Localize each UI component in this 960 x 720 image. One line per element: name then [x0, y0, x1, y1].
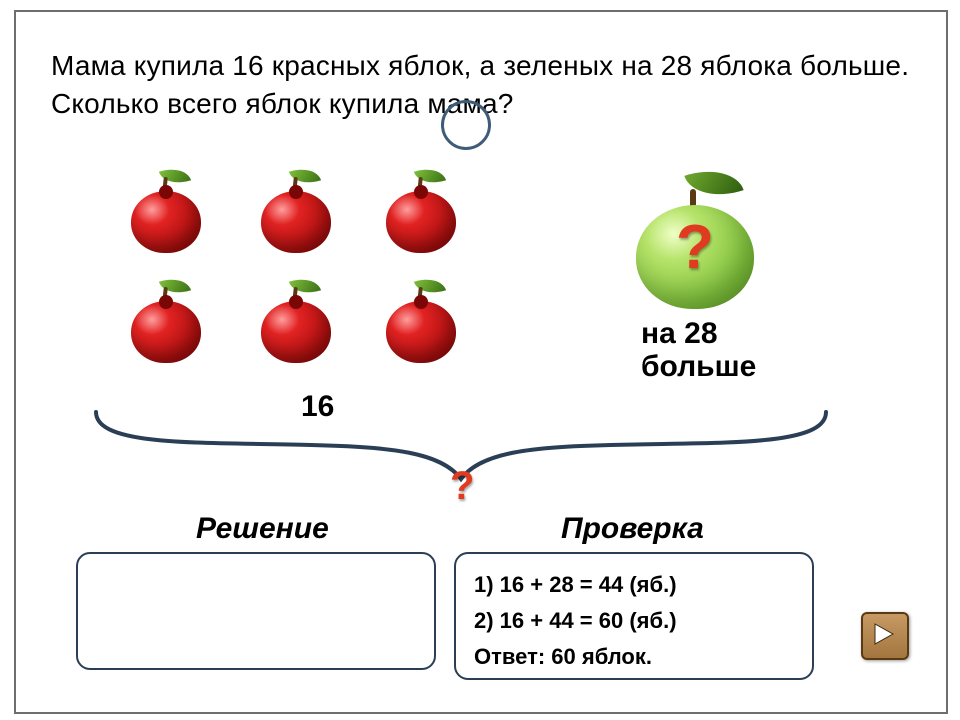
red-apple-icon [251, 277, 341, 367]
check-header: Проверка [561, 512, 704, 546]
red-apple-icon [376, 167, 466, 257]
check-answer: Ответ: 60 яблок. [474, 644, 794, 670]
solution-box [76, 552, 436, 670]
circle-marker [441, 100, 491, 150]
arrow-right-icon [863, 614, 903, 654]
question-mark-icon: ? [676, 212, 714, 283]
green-more-label-2: больше [641, 350, 756, 385]
check-line-1: 1) 16 + 28 = 44 (яб.) [474, 572, 794, 598]
red-apple-icon [251, 167, 341, 257]
green-more-label-1: на 28 [641, 317, 718, 352]
slide-frame: Мама купила 16 красных яблок, а зеленых … [14, 10, 948, 714]
next-button[interactable] [861, 612, 909, 660]
problem-text: Мама купила 16 красных яблок, а зеленых … [51, 47, 931, 123]
solution-header: Решение [196, 512, 329, 546]
check-line-2: 2) 16 + 44 = 60 (яб.) [474, 608, 794, 634]
red-apple-icon [121, 277, 211, 367]
check-box: 1) 16 + 28 = 44 (яб.) 2) 16 + 44 = 60 (я… [454, 552, 814, 680]
red-apple-icon [376, 277, 466, 367]
red-apple-icon [121, 167, 211, 257]
question-mark-icon: ? [450, 464, 474, 509]
